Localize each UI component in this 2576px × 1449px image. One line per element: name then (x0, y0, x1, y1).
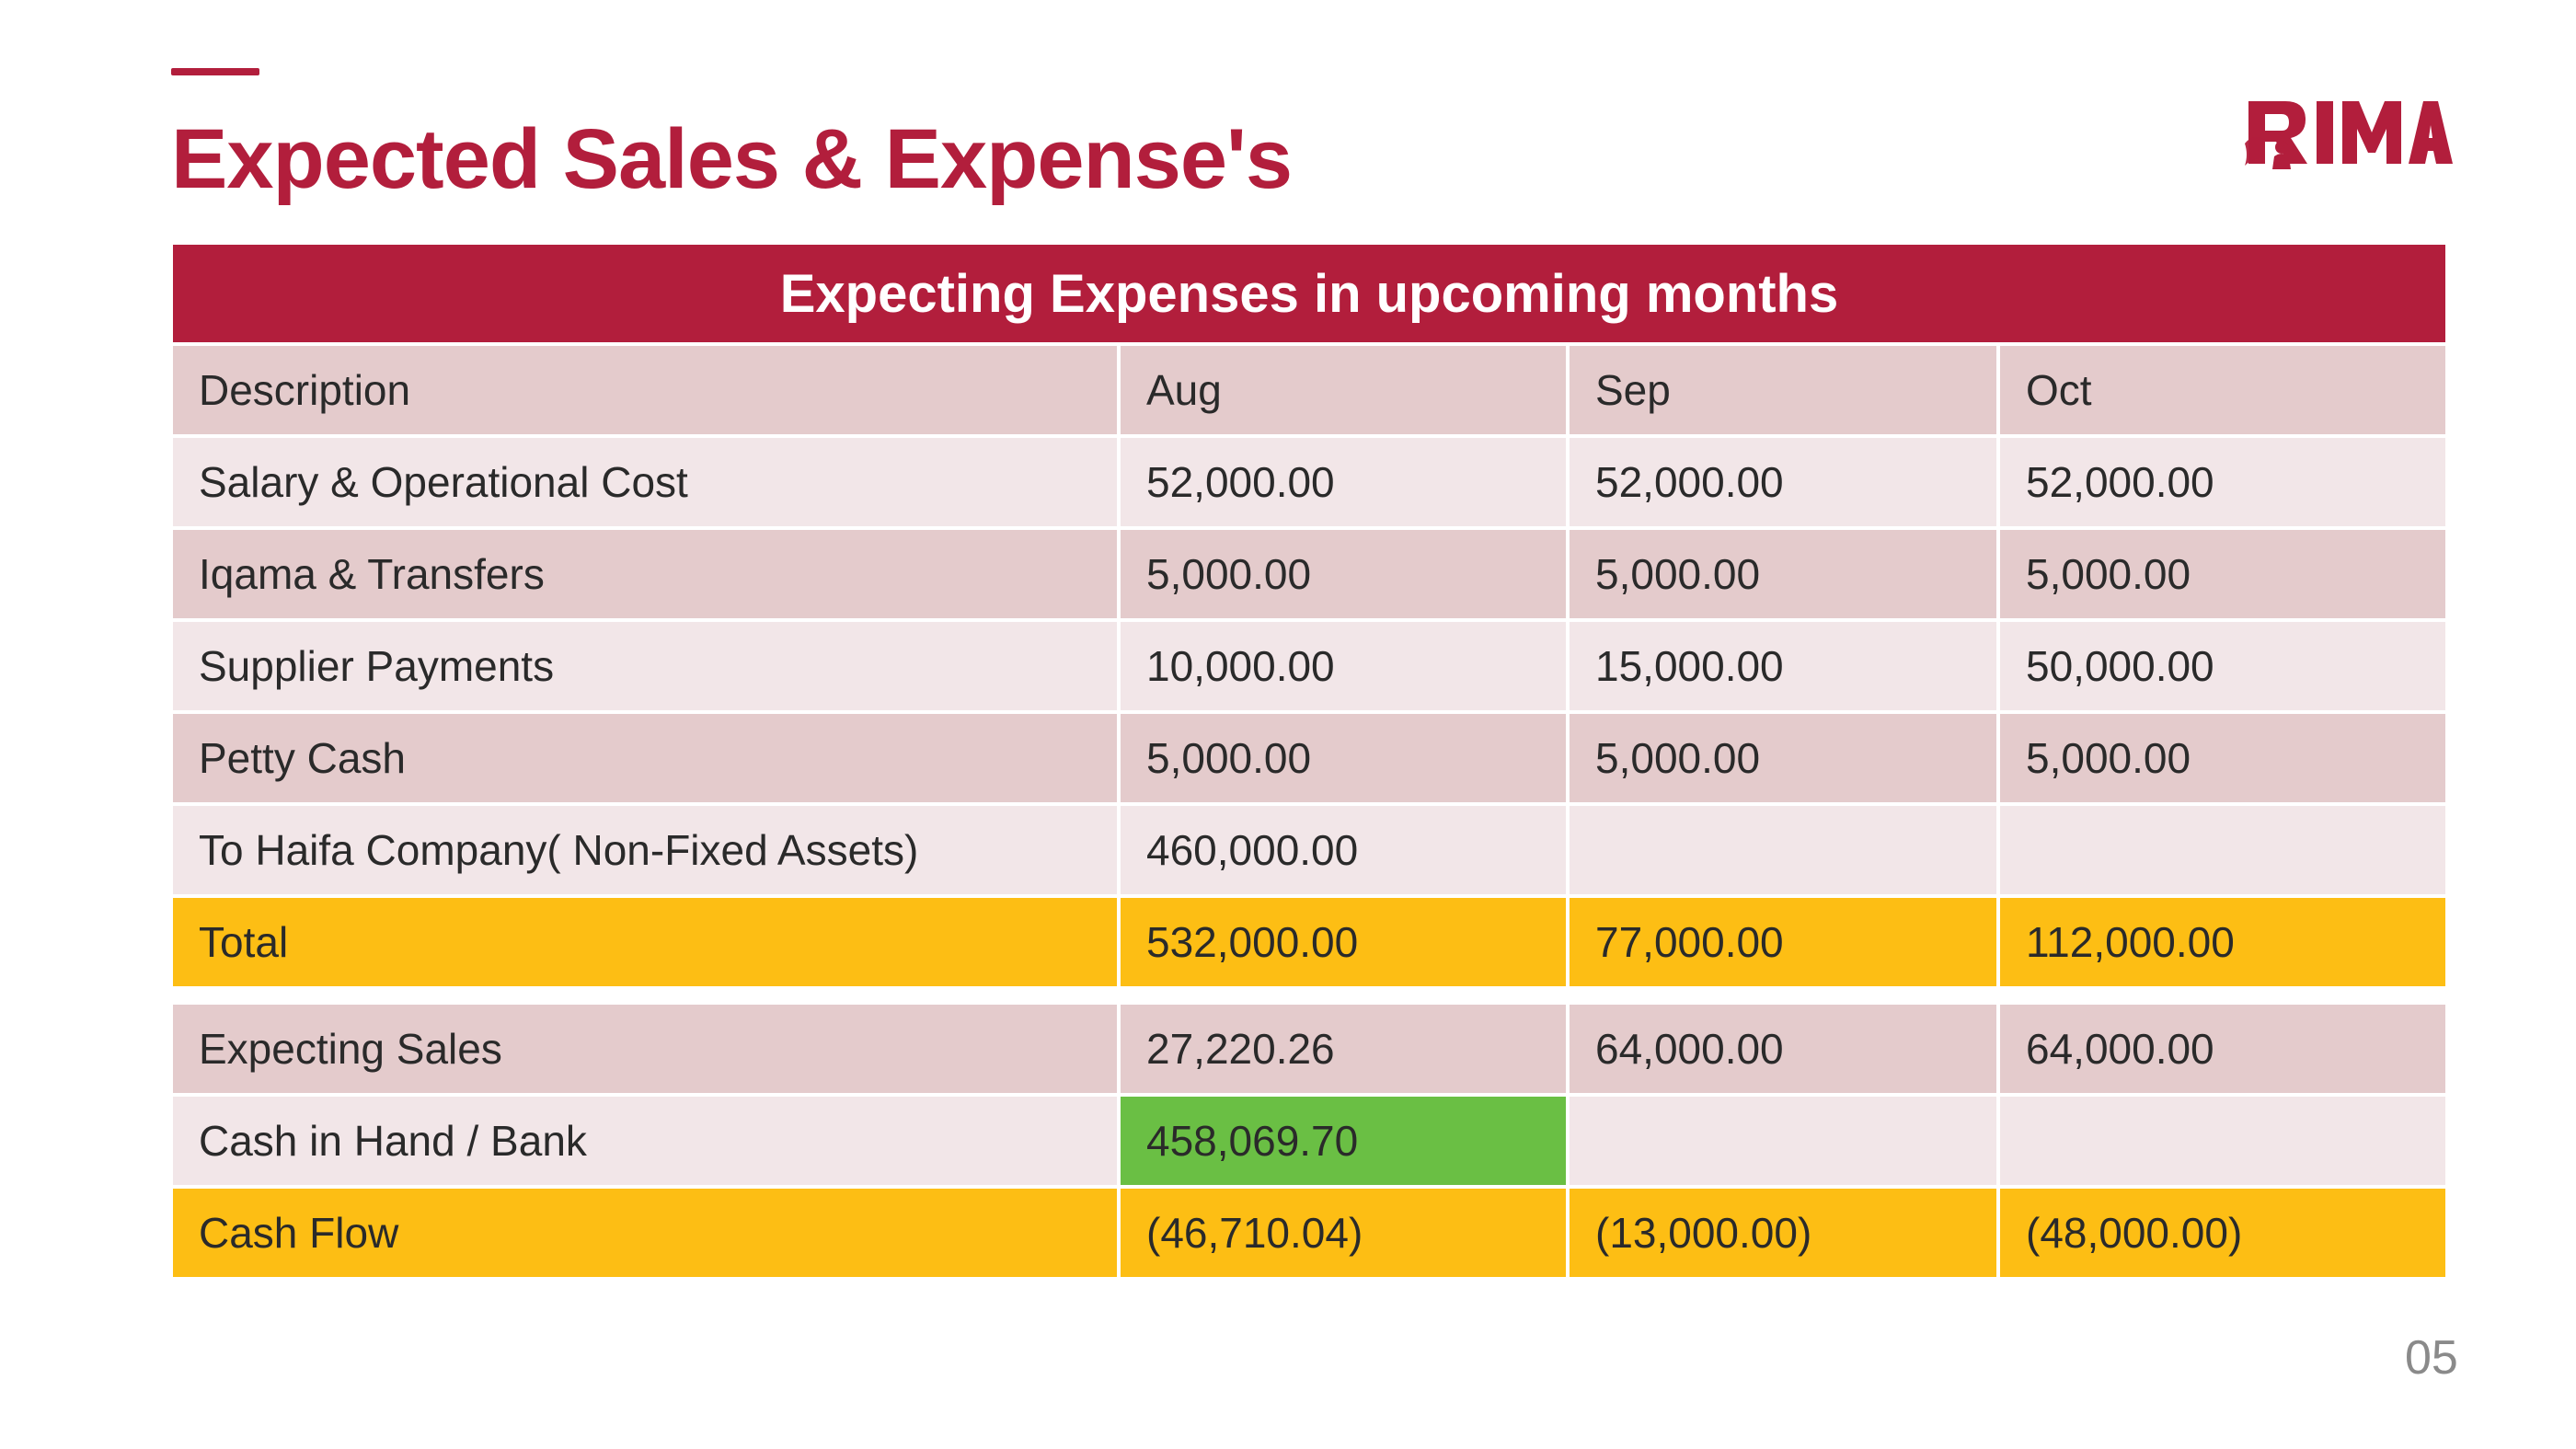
row-description: Iqama & Transfers (173, 530, 1117, 618)
cashflow-sep: (13,000.00) (1570, 1189, 1996, 1277)
row-sep-value: 5,000.00 (1570, 530, 1996, 618)
title-accent-bar (171, 68, 259, 75)
cashflow-oct: (48,000.00) (2000, 1189, 2445, 1277)
header-description: Description (173, 346, 1117, 434)
row-description: Salary & Operational Cost (173, 438, 1117, 526)
row-description: Supplier Payments (173, 622, 1117, 710)
sales-label: Expecting Sales (173, 1005, 1117, 1093)
header-oct: Oct (2000, 346, 2445, 434)
table-row: Iqama & Transfers 5,000.00 5,000.00 5,00… (173, 530, 2445, 618)
cashflow-row: Cash Flow (46,710.04) (13,000.00) (48,00… (173, 1189, 2445, 1277)
table-row: To Haifa Company( Non-Fixed Assets) 460,… (173, 806, 2445, 894)
table-row: Supplier Payments 10,000.00 15,000.00 50… (173, 622, 2445, 710)
sales-row: Expecting Sales 27,220.26 64,000.00 64,0… (173, 1005, 2445, 1093)
row-oct-value: 5,000.00 (2000, 530, 2445, 618)
page-title: Expected Sales & Expense's (171, 112, 1293, 206)
total-aug: 532,000.00 (1121, 898, 1566, 986)
expenses-table: Expecting Expenses in upcoming months De… (173, 245, 2445, 1277)
header-sep: Sep (1570, 346, 1996, 434)
cash-oct (2000, 1097, 2445, 1185)
cash-aug: 458,069.70 (1121, 1097, 1566, 1185)
row-aug-value: 5,000.00 (1121, 714, 1566, 802)
table-row: Salary & Operational Cost 52,000.00 52,0… (173, 438, 2445, 526)
row-sep-value (1570, 806, 1996, 894)
woman-silhouette-icon (2245, 101, 2453, 169)
row-aug-value: 460,000.00 (1121, 806, 1566, 894)
row-oct-value: 50,000.00 (2000, 622, 2445, 710)
cash-row: Cash in Hand / Bank 458,069.70 (173, 1097, 2445, 1185)
row-oct-value (2000, 806, 2445, 894)
sales-sep: 64,000.00 (1570, 1005, 1996, 1093)
row-aug-value: 5,000.00 (1121, 530, 1566, 618)
row-oct-value: 5,000.00 (2000, 714, 2445, 802)
total-label: Total (173, 898, 1117, 986)
row-description: To Haifa Company( Non-Fixed Assets) (173, 806, 1117, 894)
row-sep-value: 15,000.00 (1570, 622, 1996, 710)
table-row: Petty Cash 5,000.00 5,000.00 5,000.00 (173, 714, 2445, 802)
total-oct: 112,000.00 (2000, 898, 2445, 986)
row-sep-value: 5,000.00 (1570, 714, 1996, 802)
total-sep: 77,000.00 (1570, 898, 1996, 986)
cashflow-aug: (46,710.04) (1121, 1189, 1566, 1277)
total-row: Total 532,000.00 77,000.00 112,000.00 (173, 898, 2445, 986)
sales-aug: 27,220.26 (1121, 1005, 1566, 1093)
row-sep-value: 52,000.00 (1570, 438, 1996, 526)
row-description: Petty Cash (173, 714, 1117, 802)
cash-sep (1570, 1097, 1996, 1185)
table-header-row: Description Aug Sep Oct (173, 346, 2445, 434)
cash-label: Cash in Hand / Bank (173, 1097, 1117, 1185)
cashflow-label: Cash Flow (173, 1189, 1117, 1277)
row-oct-value: 52,000.00 (2000, 438, 2445, 526)
row-aug-value: 52,000.00 (1121, 438, 1566, 526)
table-banner: Expecting Expenses in upcoming months (173, 245, 2445, 342)
header-aug: Aug (1121, 346, 1566, 434)
row-aug-value: 10,000.00 (1121, 622, 1566, 710)
rima-logo (2241, 92, 2453, 175)
sales-oct: 64,000.00 (2000, 1005, 2445, 1093)
page-number: 05 (2405, 1331, 2458, 1385)
